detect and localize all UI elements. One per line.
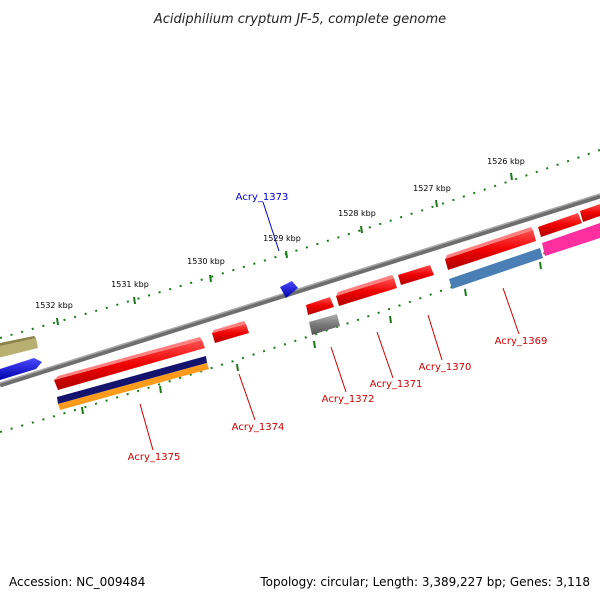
- scale-track-lower: [0, 231, 600, 433]
- gene-acry-1372[interactable]: [306, 297, 340, 335]
- gene-acry-1374[interactable]: [212, 321, 249, 343]
- scale-label-1528: 1528 kbp: [338, 209, 376, 218]
- gene-magenta-right[interactable]: [542, 223, 600, 256]
- scale-label-1530: 1530 kbp: [187, 257, 225, 266]
- label-acry-1371[interactable]: Acry_1371: [370, 379, 423, 390]
- label-acry-1370[interactable]: Acry_1370: [419, 362, 472, 373]
- label-acry-1375[interactable]: Acry_1375: [128, 452, 181, 463]
- scale-label-1529: 1529 kbp: [263, 234, 301, 243]
- scale-label-1532: 1532 kbp: [35, 301, 73, 310]
- label-acry-1369[interactable]: Acry_1369: [495, 336, 548, 347]
- scale-label-1527: 1527 kbp: [413, 184, 451, 193]
- gene-blue-partial[interactable]: [0, 358, 42, 380]
- gene-acry-1369[interactable]: [445, 227, 543, 289]
- gene-red-right[interactable]: [538, 204, 600, 237]
- gene-acry-1371[interactable]: [336, 275, 397, 306]
- label-acry-1373[interactable]: Acry_1373: [236, 192, 289, 203]
- accession-text: Accession: NC_009484: [9, 575, 145, 589]
- genome-backbone: [0, 193, 600, 388]
- gene-acry-1373[interactable]: [280, 281, 298, 298]
- label-acry-1374[interactable]: Acry_1374: [232, 422, 285, 433]
- scale-track-upper: [0, 149, 600, 339]
- topology-text: Topology: circular; Length: 3,389,227 bp…: [259, 575, 590, 589]
- gene-acry-1375[interactable]: [54, 337, 209, 410]
- map-title: Acidiphilium cryptum JF-5, complete geno…: [153, 12, 446, 27]
- label-acry-1372[interactable]: Acry_1372: [322, 394, 375, 405]
- gene-olive-partial[interactable]: [0, 336, 38, 357]
- scale-label-1526: 1526 kbp: [487, 157, 525, 166]
- gene-acry-1370[interactable]: [398, 265, 434, 285]
- scale-label-1531: 1531 kbp: [111, 280, 149, 289]
- label-connectors: [139, 201, 520, 451]
